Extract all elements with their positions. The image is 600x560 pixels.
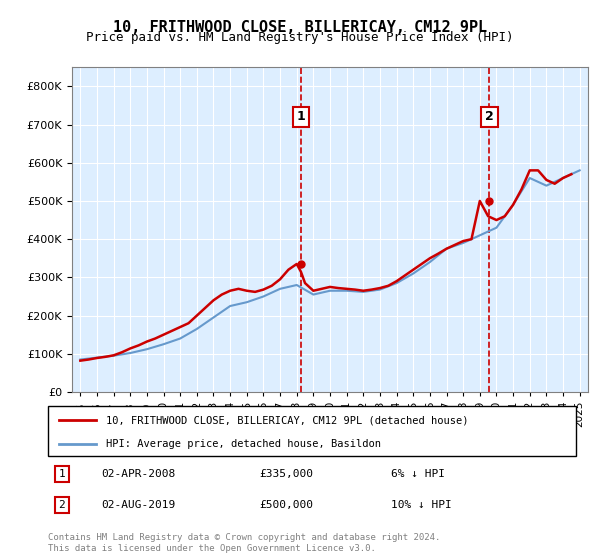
Text: 2: 2 xyxy=(485,110,494,123)
Text: 10% ↓ HPI: 10% ↓ HPI xyxy=(391,500,452,510)
Text: 1: 1 xyxy=(59,469,65,479)
Text: 6% ↓ HPI: 6% ↓ HPI xyxy=(391,469,445,479)
FancyBboxPatch shape xyxy=(48,406,576,456)
Text: 1: 1 xyxy=(296,110,305,123)
Text: 10, FRITHWOOD CLOSE, BILLERICAY, CM12 9PL (detached house): 10, FRITHWOOD CLOSE, BILLERICAY, CM12 9P… xyxy=(106,415,469,425)
Text: Contains HM Land Registry data © Crown copyright and database right 2024.
This d: Contains HM Land Registry data © Crown c… xyxy=(48,533,440,553)
Text: Price paid vs. HM Land Registry's House Price Index (HPI): Price paid vs. HM Land Registry's House … xyxy=(86,31,514,44)
Text: 02-AUG-2019: 02-AUG-2019 xyxy=(101,500,175,510)
Text: £500,000: £500,000 xyxy=(259,500,313,510)
Text: HPI: Average price, detached house, Basildon: HPI: Average price, detached house, Basi… xyxy=(106,439,381,449)
Text: £335,000: £335,000 xyxy=(259,469,313,479)
Text: 10, FRITHWOOD CLOSE, BILLERICAY, CM12 9PL: 10, FRITHWOOD CLOSE, BILLERICAY, CM12 9P… xyxy=(113,20,487,35)
Text: 2: 2 xyxy=(59,500,65,510)
Text: 02-APR-2008: 02-APR-2008 xyxy=(101,469,175,479)
